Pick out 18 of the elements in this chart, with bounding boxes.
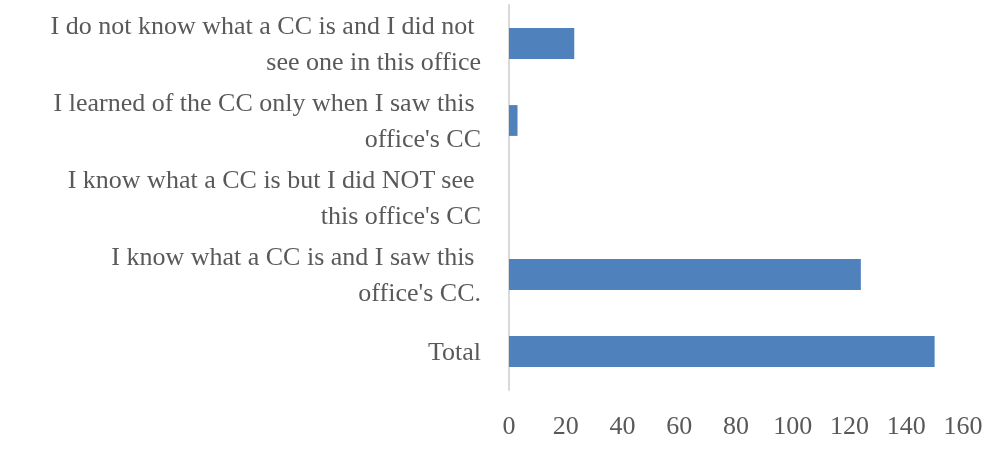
y-tick-label: I know what a CC is and I saw this office's CC. (111, 242, 481, 307)
y-tick-label: I do not know what a CC is and I did not see one in this office (50, 11, 481, 76)
bar (509, 28, 575, 59)
bar (509, 105, 518, 136)
x-tick-label: 120 (830, 410, 869, 440)
x-tick-label: 20 (552, 410, 579, 440)
x-tick-label: 80 (723, 410, 749, 440)
x-tick-label: 40 (609, 410, 636, 440)
x-tick-label: 160 (943, 410, 983, 440)
y-tick-label: Total (427, 337, 481, 366)
y-tick-label: I know what a CC is but I did NOT see this office's CC (67, 165, 481, 230)
x-tick-label: 140 (886, 410, 926, 440)
x-tick-label: 60 (666, 410, 693, 440)
x-tick-label: 0 (502, 410, 516, 440)
bar (509, 259, 861, 290)
y-tick-label: I learned of the CC only when I saw this office's CC (53, 88, 481, 153)
x-tick-label: 100 (773, 410, 813, 440)
bar (509, 336, 935, 367)
